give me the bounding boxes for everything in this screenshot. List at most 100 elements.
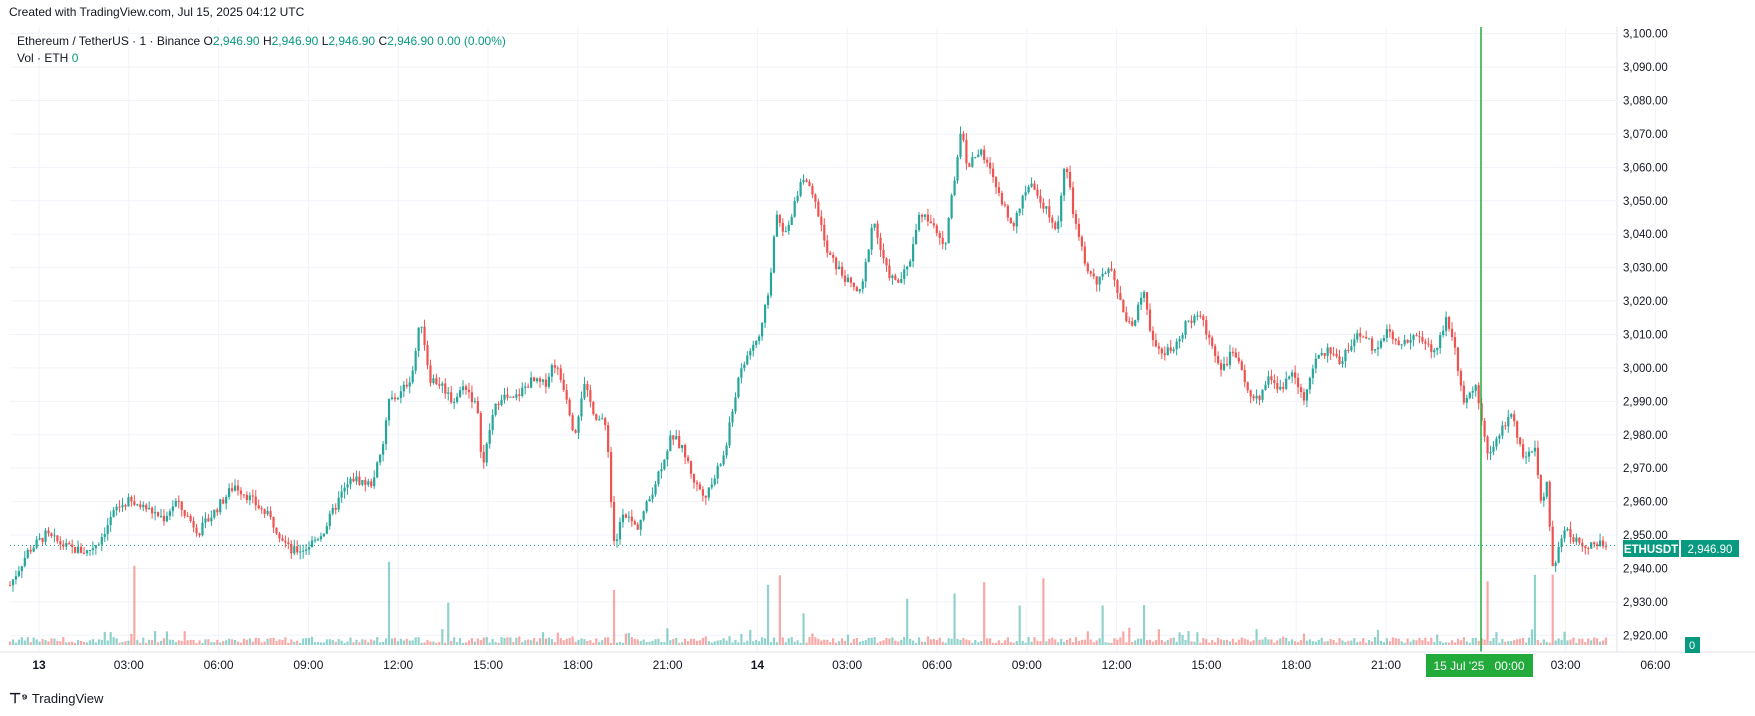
volume-bar — [1219, 639, 1223, 645]
candle-body — [1199, 315, 1202, 317]
candle-body — [1225, 363, 1229, 365]
volume-bar — [1045, 641, 1048, 645]
volume-bar — [796, 640, 799, 645]
volume-bar — [254, 637, 257, 645]
candle-body — [1421, 336, 1424, 342]
volume-bar — [977, 642, 980, 645]
price-tick-label: 3,030.00 — [1623, 263, 1668, 275]
volume-bar — [1282, 636, 1285, 645]
candle-body — [849, 277, 853, 283]
candle-body — [1033, 183, 1036, 190]
candle-body — [1048, 206, 1051, 218]
volume-bar — [692, 638, 696, 645]
candle-body — [299, 551, 302, 553]
volume-bar — [497, 642, 500, 645]
candle-body — [162, 515, 166, 522]
volume-bar — [281, 640, 284, 645]
volume-bar — [1169, 638, 1172, 645]
candle-body — [917, 214, 921, 230]
volume-bar — [432, 641, 435, 645]
candle-body — [447, 392, 450, 394]
candle-body — [1018, 208, 1021, 213]
volume-bar — [737, 642, 740, 645]
volume-bar — [829, 642, 832, 645]
candle-body — [506, 394, 509, 398]
symbol-label[interactable]: Ethereum / TetherUS · 1 · Binance — [17, 34, 201, 48]
volume-bar — [1418, 637, 1421, 645]
candle-body — [1169, 347, 1172, 352]
volume-bar — [512, 641, 515, 645]
volume-bar — [618, 641, 622, 645]
volume-bar — [85, 642, 89, 645]
candle-body — [482, 451, 485, 463]
volume-bar — [695, 640, 699, 645]
volume-bar — [731, 642, 734, 645]
candle-body — [343, 487, 346, 492]
candle-body — [145, 504, 148, 510]
candle-body — [1122, 299, 1125, 313]
candle-body — [287, 542, 290, 544]
candle-body — [636, 524, 639, 530]
candle-body — [1388, 329, 1391, 332]
volume-bar — [654, 639, 657, 645]
volume-bar — [565, 638, 568, 645]
volume-bar — [325, 639, 328, 645]
volume-bar — [1231, 638, 1235, 645]
volume-bar — [379, 642, 382, 645]
candle-body — [1353, 339, 1356, 347]
volume-bar — [494, 642, 497, 645]
volume-bar — [1400, 641, 1403, 645]
volume-bar — [302, 638, 305, 645]
volume-bar — [1445, 642, 1448, 645]
volume-bars — [8, 561, 1608, 645]
candle-body — [1184, 321, 1187, 335]
candle-body — [1317, 354, 1320, 359]
volume-bar — [1181, 634, 1184, 645]
volume-bar — [994, 642, 998, 645]
candle-body — [1604, 546, 1608, 548]
volume-bar — [162, 638, 166, 645]
volume-bar — [97, 639, 100, 645]
volume-bar — [1498, 642, 1501, 645]
candle-body — [376, 462, 379, 478]
candle-body — [1299, 387, 1303, 393]
volume-bar — [165, 631, 169, 645]
candle-body — [1077, 223, 1081, 237]
volume-bar — [787, 638, 790, 645]
volume-bar — [1101, 605, 1104, 645]
candle-body — [1560, 538, 1563, 547]
candle-body — [1285, 378, 1288, 389]
volume-bar — [1314, 641, 1317, 645]
volume-bar — [186, 640, 189, 645]
volume-bar — [678, 642, 681, 645]
candle-body — [1291, 372, 1294, 377]
volume-bar — [408, 640, 411, 645]
volume-label[interactable]: Vol · ETH — [17, 51, 69, 65]
candle-body — [139, 504, 142, 508]
candle-body — [1151, 330, 1155, 341]
candle-body — [793, 201, 796, 217]
candle-body — [500, 399, 503, 405]
candle-body — [1468, 392, 1471, 398]
candle-body — [1516, 421, 1519, 438]
candle-body — [1021, 195, 1024, 209]
volume-bar — [935, 639, 938, 645]
time-tick-label: 06:00 — [204, 658, 234, 672]
volume-bar — [1539, 642, 1542, 645]
candle-body — [1513, 414, 1516, 422]
candle-body — [473, 400, 476, 402]
volume-bar — [1560, 639, 1563, 645]
candle-body — [766, 295, 770, 305]
candle-body — [142, 504, 145, 508]
volume-bar — [233, 640, 237, 645]
volume-bar — [1128, 627, 1131, 645]
candle-body — [1548, 481, 1551, 527]
candle-body — [1477, 385, 1480, 404]
candle-body — [1222, 363, 1226, 370]
volume-bar — [299, 642, 302, 645]
candle-body — [835, 257, 838, 270]
candle-body — [518, 394, 521, 396]
candle-body — [399, 391, 402, 398]
volume-bar — [177, 640, 180, 645]
